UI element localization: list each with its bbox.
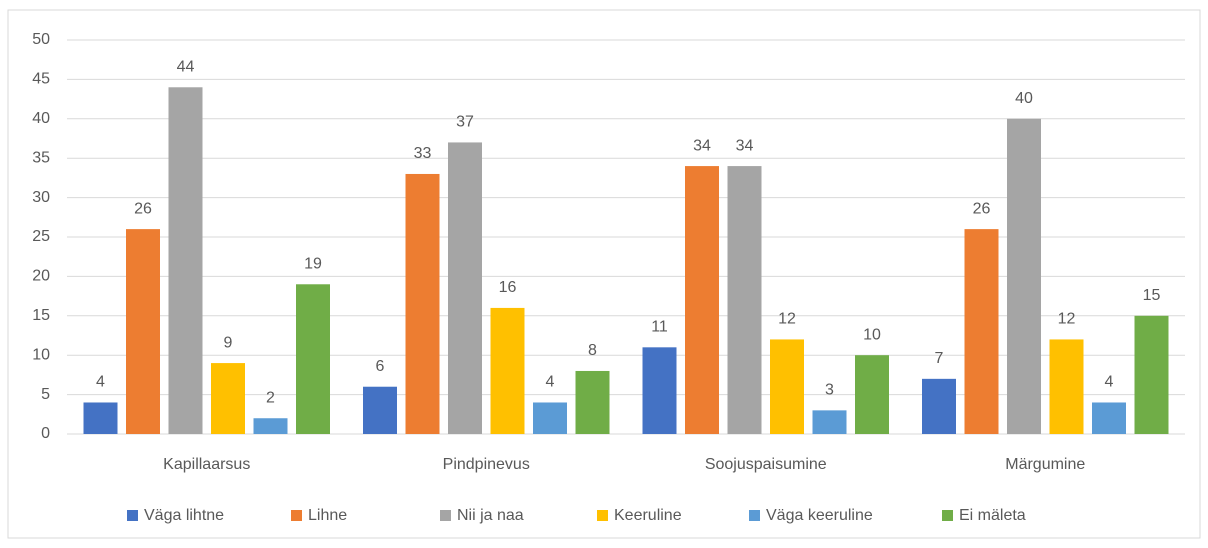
data-label: 6: [376, 358, 385, 375]
data-label: 8: [588, 342, 597, 359]
y-tick-label: 30: [32, 189, 50, 206]
data-label: 34: [736, 137, 754, 154]
bar: [405, 173, 440, 434]
bar: [812, 410, 847, 434]
y-tick-label: 10: [32, 346, 50, 363]
x-tick-label: Kapillaarsus: [163, 456, 250, 473]
bar: [490, 307, 525, 434]
y-tick-label: 45: [32, 71, 50, 88]
legend-swatch: [127, 510, 138, 521]
bar: [1049, 339, 1084, 434]
bar: [1092, 402, 1126, 434]
data-label: 2: [266, 389, 275, 406]
bar: [168, 87, 203, 434]
bar: [533, 402, 567, 434]
y-tick-label: 25: [32, 228, 50, 245]
legend-swatch: [749, 510, 760, 521]
data-label: 33: [414, 145, 432, 162]
data-label: 12: [1058, 311, 1076, 328]
data-label: 9: [224, 334, 233, 351]
data-label: 12: [778, 311, 796, 328]
x-tick-label: Märgumine: [1005, 456, 1085, 473]
legend-label: Lihne: [308, 507, 347, 524]
bar: [1007, 118, 1041, 435]
legend-swatch: [942, 510, 953, 521]
legend-label: Väga keeruline: [766, 507, 873, 524]
legend-label: Nii ja naa: [457, 507, 524, 524]
data-label: 40: [1015, 90, 1033, 107]
bar: [727, 166, 762, 434]
data-label: 16: [499, 279, 517, 296]
y-tick-label: 15: [32, 307, 50, 324]
bar: [685, 166, 719, 434]
bar: [642, 347, 677, 434]
bar: [296, 284, 330, 434]
data-label: 15: [1143, 287, 1161, 304]
data-label: 26: [973, 200, 991, 217]
data-label: 37: [456, 114, 474, 131]
legend-label: Väga lihtne: [144, 507, 224, 524]
data-label: 11: [651, 319, 668, 336]
data-label: 3: [825, 382, 834, 399]
bar: [253, 418, 288, 434]
y-tick-label: 0: [41, 425, 50, 442]
data-label: 10: [863, 326, 881, 343]
data-label: 19: [304, 255, 322, 272]
bar: [211, 363, 245, 434]
data-label: 4: [546, 374, 555, 391]
bar: [126, 229, 160, 434]
y-tick-label: 40: [32, 110, 50, 127]
legend-swatch: [440, 510, 451, 521]
bar: [855, 355, 889, 434]
data-label: 26: [134, 200, 152, 217]
bar: [363, 386, 397, 434]
x-tick-label: Soojuspaisumine: [705, 456, 827, 473]
bar: [922, 378, 956, 434]
legend-label: Ei mäleta: [959, 507, 1026, 524]
bar: [448, 142, 482, 434]
bar: [83, 402, 118, 434]
bar: [770, 339, 804, 434]
x-tick-label: Pindpinevus: [443, 456, 530, 473]
legend-swatch: [597, 510, 608, 521]
y-tick-label: 20: [32, 268, 50, 285]
y-tick-label: 50: [32, 31, 50, 48]
y-tick-label: 5: [41, 386, 50, 403]
bar: [1134, 315, 1169, 434]
legend-label: Keeruline: [614, 507, 682, 524]
data-label: 4: [96, 374, 105, 391]
data-label: 7: [935, 350, 944, 367]
data-label: 34: [693, 137, 711, 154]
y-tick-label: 35: [32, 149, 50, 166]
bar: [964, 229, 999, 434]
data-label: 4: [1105, 374, 1114, 391]
data-label: 44: [177, 58, 195, 75]
chart-frame: [7, 9, 1201, 539]
legend-swatch: [291, 510, 302, 521]
bar: [575, 370, 610, 434]
